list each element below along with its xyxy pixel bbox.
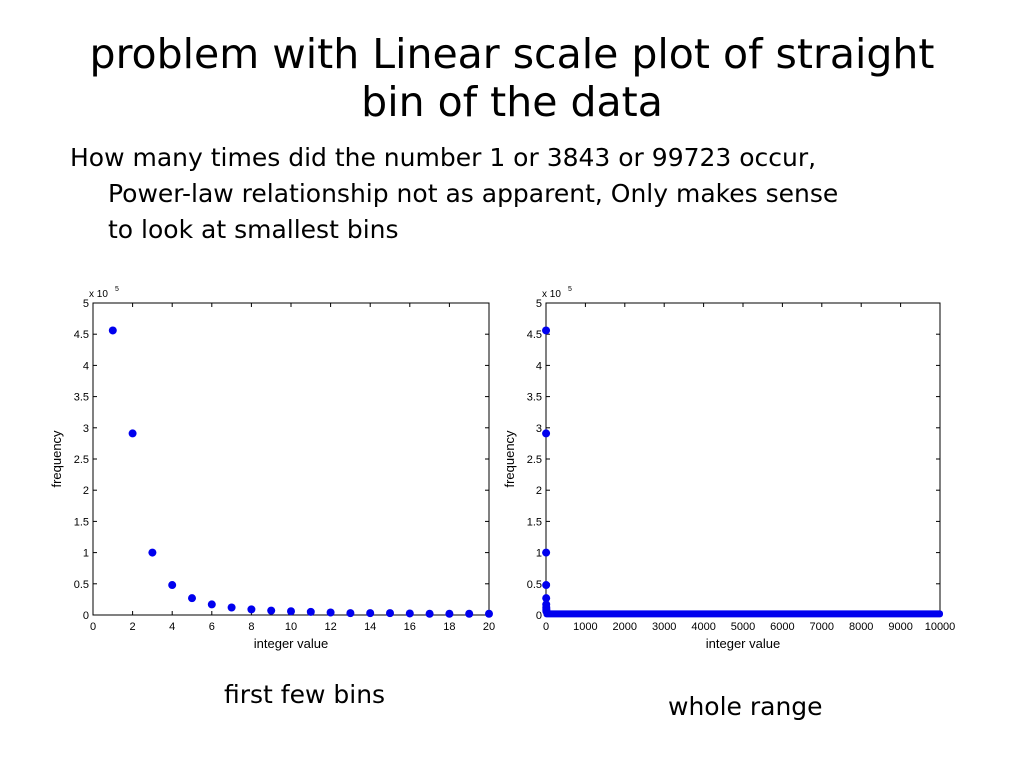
data-point xyxy=(465,609,474,618)
x-tick-label: 1000 xyxy=(573,621,597,633)
data-point xyxy=(542,594,551,603)
bullet-text: How many times did the number 1 or 3843 … xyxy=(70,140,1005,248)
y-tick-label: 4.5 xyxy=(74,329,89,341)
y-tick-label: 5 xyxy=(83,298,89,310)
y-tick-label: 2.5 xyxy=(527,454,542,466)
y-exponent-label: x 10 xyxy=(542,289,561,300)
y-tick-label: 2 xyxy=(536,485,542,497)
data-point xyxy=(346,609,355,618)
x-tick-label: 2 xyxy=(130,621,136,633)
x-tick-label: 2000 xyxy=(613,621,637,633)
x-tick-label: 6 xyxy=(209,621,215,633)
data-point-tail-band xyxy=(543,610,943,618)
caption-whole-range: whole range xyxy=(668,692,823,721)
x-tick-label: 10000 xyxy=(925,621,956,633)
data-point xyxy=(485,609,493,618)
x-tick-label: 5000 xyxy=(731,621,755,633)
x-tick-label: 9000 xyxy=(888,621,912,633)
bullet-line-3: to look at smallest bins xyxy=(108,215,399,244)
x-tick-label: 8000 xyxy=(849,621,873,633)
plot-frame xyxy=(545,302,941,616)
y-exponent: 5 xyxy=(115,286,119,293)
bullet-line-1: How many times did the number 1 or 3843 … xyxy=(70,143,817,172)
x-axis-label: integer value xyxy=(706,636,780,651)
y-tick-label: 4.5 xyxy=(527,329,542,341)
data-point xyxy=(148,548,157,557)
y-exponent: 5 xyxy=(568,286,572,293)
x-tick-label: 14 xyxy=(364,621,376,633)
data-point xyxy=(542,548,551,557)
y-tick-label: 5 xyxy=(536,298,542,310)
y-tick-label: 0 xyxy=(83,610,89,622)
data-point xyxy=(188,594,196,603)
y-tick-label: 2.5 xyxy=(74,454,89,466)
slide-title-line-1: problem with Linear scale plot of straig… xyxy=(89,30,935,78)
x-tick-label: 4 xyxy=(169,621,175,633)
data-point xyxy=(542,429,551,438)
chart-first-few-bins: 0 2 4 6 8 10 12 14 16 18 2000.511.522.533.544.55x … xyxy=(49,286,495,651)
data-point xyxy=(168,581,177,590)
y-axis-label: frequency xyxy=(49,430,64,488)
x-tick-label: 8 xyxy=(248,621,254,633)
data-point xyxy=(247,605,256,614)
y-tick-label: 1 xyxy=(83,548,89,560)
data-point xyxy=(386,609,394,618)
data-point xyxy=(108,326,117,335)
data-point xyxy=(542,326,551,335)
x-tick-label: 0 xyxy=(543,621,549,633)
y-tick-label: 1 xyxy=(536,548,542,560)
y-tick-label: 3 xyxy=(536,423,542,435)
data-point xyxy=(445,609,454,618)
data-point xyxy=(306,607,315,616)
y-tick-label: 3.5 xyxy=(527,392,542,404)
x-tick-label: 10 xyxy=(285,621,297,633)
data-point xyxy=(366,609,375,618)
x-tick-label: 7000 xyxy=(810,621,834,633)
y-tick-label: 3.5 xyxy=(74,392,89,404)
data-point xyxy=(425,609,434,618)
y-exponent-label: x 10 xyxy=(89,289,108,300)
chart-whole-range: 0 1000 2000 3000 4000 5000 6000 7000 8000 9000 100… xyxy=(502,286,956,651)
y-tick-label: 1.5 xyxy=(74,516,89,528)
x-tick-label: 16 xyxy=(404,621,416,633)
data-point xyxy=(267,606,276,615)
caption-first-few-bins: first few bins xyxy=(224,680,386,709)
y-tick-label: 0 xyxy=(536,610,542,622)
data-point xyxy=(227,603,236,612)
y-tick-label: 2 xyxy=(83,485,89,497)
x-axis-label: integer value xyxy=(254,636,328,651)
x-tick-label: 3000 xyxy=(652,621,676,633)
data-point xyxy=(207,600,216,609)
y-tick-label: 4 xyxy=(536,360,542,372)
x-tick-label: 6000 xyxy=(770,621,794,633)
data-point xyxy=(128,429,137,438)
data-point xyxy=(542,581,551,590)
data-point xyxy=(405,609,414,618)
x-tick-label: 0 xyxy=(90,621,96,633)
slide-title: problem with Linear scale plot of straig… xyxy=(0,30,1024,126)
y-tick-label: 1.5 xyxy=(527,516,542,528)
data-point xyxy=(326,608,335,617)
bullet-line-2: Power-law relationship not as apparent, … xyxy=(108,179,839,208)
y-tick-label: 3 xyxy=(83,423,89,435)
slide-title-line-2: bin of the data xyxy=(361,78,663,126)
data-point xyxy=(287,607,295,616)
x-tick-label: 18 xyxy=(443,621,455,633)
y-tick-label: 4 xyxy=(83,360,89,372)
x-tick-label: 20 xyxy=(483,621,495,633)
y-tick-label: 0.5 xyxy=(74,579,89,591)
y-axis-label: frequency xyxy=(502,430,517,488)
y-tick-label: 0.5 xyxy=(527,579,542,591)
x-tick-label: 4000 xyxy=(691,621,715,633)
x-tick-label: 12 xyxy=(324,621,336,633)
plot-frame xyxy=(92,302,490,616)
